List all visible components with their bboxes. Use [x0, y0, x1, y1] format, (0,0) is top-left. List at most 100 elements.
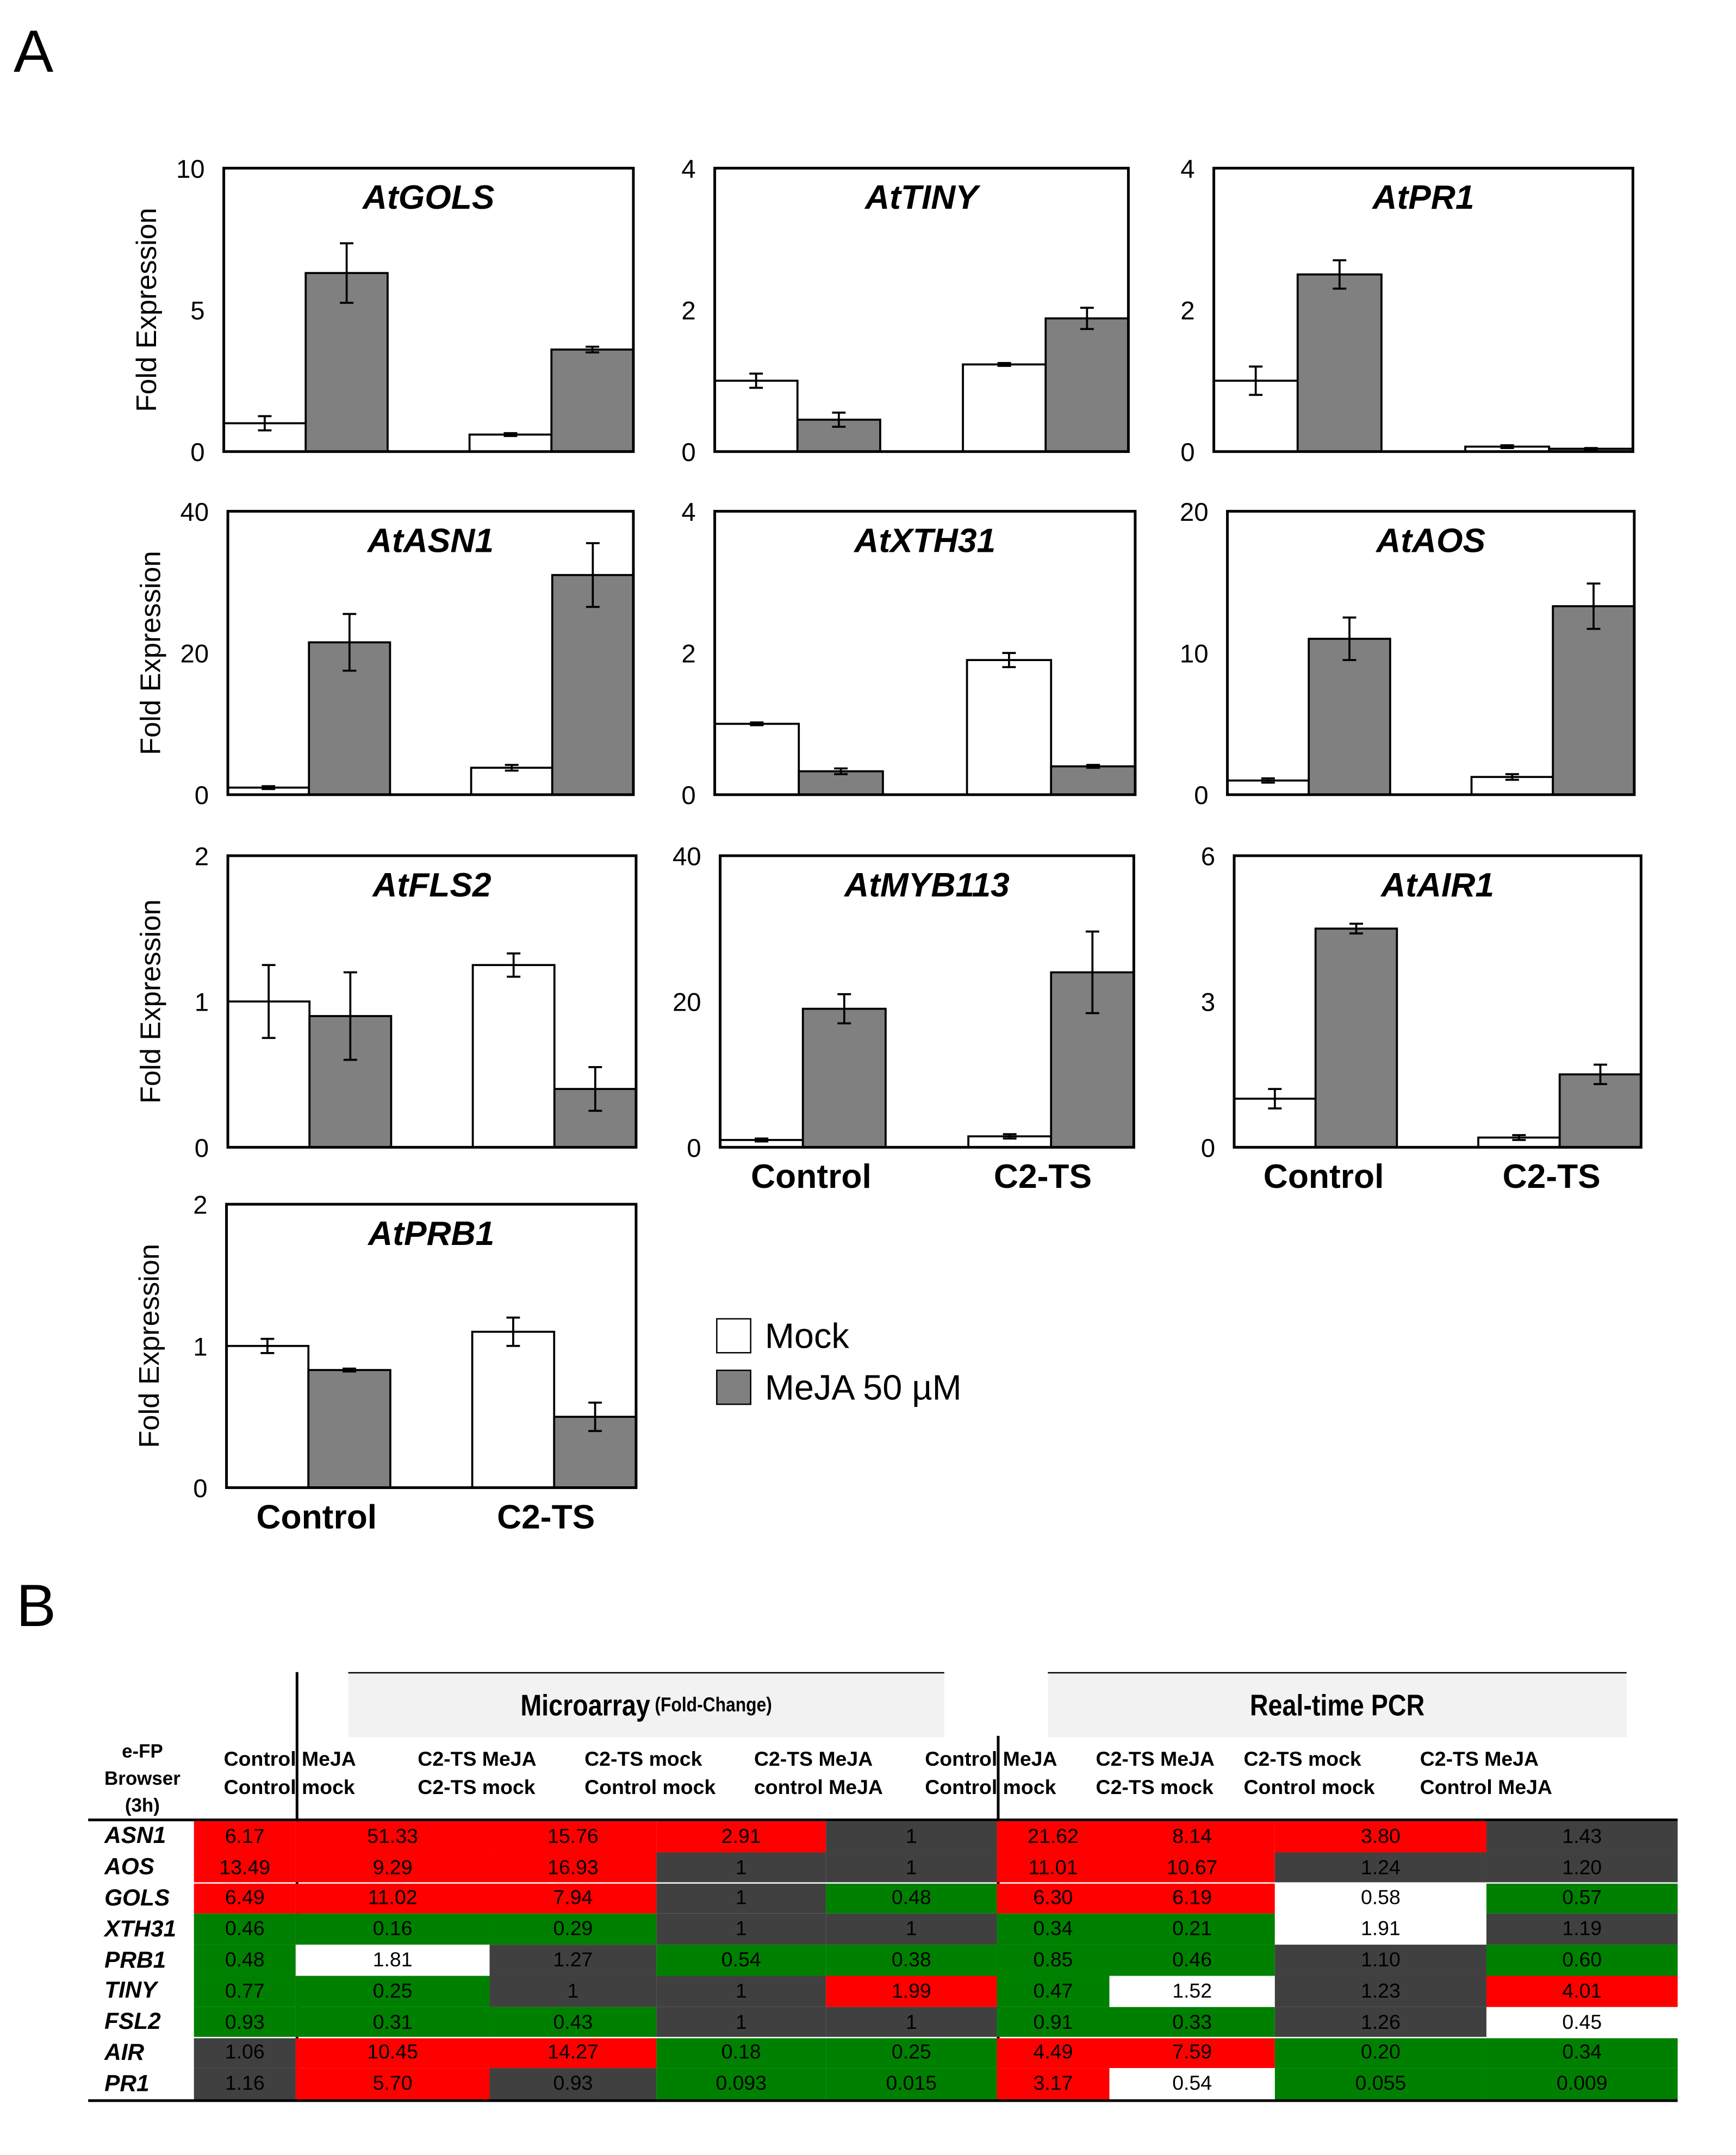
- microarray-title: Microarray: [520, 1687, 650, 1722]
- gene-name: GOLS: [104, 1885, 170, 1911]
- table-row: FSL2 0.93 0.31 0.43 1 1 0.91 0.33 1.26 0.45: [88, 2007, 1678, 2038]
- table-row: XTH31 0.46 0.16 0.29 1 1 0.34 0.21 1.91 1.19: [88, 1914, 1678, 1945]
- bar: [713, 379, 799, 453]
- value-cell: 0.85: [997, 1945, 1110, 1976]
- x-tick-label: Control: [751, 1158, 872, 1195]
- value-cell: 0.16: [295, 1914, 490, 1945]
- bar: [1308, 638, 1391, 796]
- plot-frame: [222, 166, 635, 453]
- value-cell: 0.58: [1274, 1883, 1486, 1914]
- value-cell: 0.055: [1274, 2069, 1486, 2100]
- table-row: ASN1 6.17 51.33 15.76 2.91 1 21.62 8.14 3.80 1.43: [88, 1821, 1678, 1852]
- value-cell: 1.19: [1486, 1914, 1678, 1945]
- value-cell: 1: [656, 1883, 826, 1914]
- column-header: C2-TS MeJA Control MeJA: [1420, 1748, 1552, 1800]
- y-tick-label: 10: [176, 155, 205, 184]
- value-cell: 1.91: [1274, 1914, 1486, 1945]
- value-cell: 4.01: [1486, 1976, 1678, 2007]
- value-cell: 1: [826, 1852, 997, 1883]
- y-tick-label: 20: [1180, 498, 1209, 527]
- value-cell: 0.18: [656, 2038, 826, 2069]
- value-cell: 1.81: [295, 1945, 490, 1976]
- value-cell: 1: [656, 1976, 826, 2007]
- chart-title: AtMYB113: [843, 867, 1010, 904]
- value-cell: 0.25: [295, 1976, 490, 2007]
- table-row: PR1 1.16 5.70 0.93 0.093 0.015 3.17 0.54 0.055 0.…: [88, 2069, 1678, 2100]
- gene-name: TINY: [104, 1977, 157, 2004]
- value-cell: 0.009: [1486, 2069, 1678, 2100]
- x-tick-label: C2-TS: [1503, 1158, 1601, 1195]
- value-cell: 0.31: [295, 2007, 490, 2038]
- y-tick-label: 1: [193, 1332, 207, 1361]
- bar: [468, 433, 553, 453]
- value-cell: 1.06: [194, 2038, 296, 2069]
- y-axis-label: Fold Expression: [135, 899, 166, 1104]
- plot-frame: [1233, 854, 1642, 1149]
- y-tick-label: 0: [193, 1474, 207, 1503]
- value-cell: 0.93: [489, 2069, 657, 2100]
- bar: [1558, 1073, 1642, 1149]
- y-tick-label: 6: [1201, 842, 1215, 871]
- legend-label-meja: MeJA 50 µM: [764, 1366, 962, 1407]
- value-cell: 0.48: [194, 1945, 296, 1976]
- column-header: C2-TS MeJA C2-TS mock: [1096, 1748, 1215, 1800]
- value-cell: 0.91: [997, 2007, 1110, 2038]
- value-cell: 1.26: [1274, 2007, 1486, 2038]
- table-row: PRB1 0.48 1.81 1.27 0.54 0.38 0.85 0.46 1.10 0.60: [88, 1945, 1678, 1976]
- value-cell: 13.49: [194, 1852, 296, 1883]
- value-cell: 5.70: [295, 2069, 490, 2100]
- y-tick-label: 2: [193, 1191, 207, 1220]
- column-header: Control MeJA Control mock: [223, 1748, 356, 1800]
- bar: [471, 1330, 556, 1489]
- legend: Mock MeJA 50 µM: [716, 1310, 962, 1413]
- value-cell: 8.14: [1109, 1821, 1275, 1852]
- value-cell: 0.33: [1109, 2007, 1275, 2038]
- plot-frame: [226, 854, 638, 1149]
- value-cell: 9.29: [295, 1852, 490, 1883]
- value-cell: 1: [656, 1852, 826, 1883]
- value-cell: 4.49: [997, 2038, 1110, 2069]
- chart-title: AtXTH31: [853, 522, 995, 559]
- y-axis-label: Fold Expression: [135, 551, 166, 755]
- chart-title: AtAOS: [1375, 522, 1485, 559]
- y-tick-label: 0: [687, 1134, 701, 1163]
- y-tick-label: 0: [195, 1134, 209, 1163]
- plot-frame: [713, 166, 1130, 453]
- chart-title: AtAIR1: [1380, 867, 1494, 904]
- legend-item-mock: Mock: [716, 1310, 962, 1362]
- value-cell: 11.02: [295, 1883, 490, 1914]
- panel-label-a: A: [13, 18, 54, 86]
- bar: [551, 574, 634, 796]
- bar: [1552, 605, 1635, 796]
- pcr-header: Real-time PCR: [1048, 1672, 1627, 1737]
- bar: [962, 363, 1047, 453]
- value-cell: 10.67: [1109, 1852, 1275, 1883]
- table-row: TINY 0.77 0.25 1 1 1.99 0.47 1.52 1.23 4.01: [88, 1976, 1678, 2007]
- gene-name: PRB1: [104, 1946, 166, 1973]
- value-cell: 0.093: [656, 2069, 826, 2100]
- chart-title: AtPRB1: [367, 1215, 494, 1253]
- y-tick-label: 5: [190, 296, 204, 325]
- value-cell: 0.46: [1109, 1945, 1275, 1976]
- x-tick-label: C2-TS: [497, 1498, 595, 1536]
- chart-title: AtFLS2: [371, 867, 491, 904]
- value-cell: 0.60: [1486, 1945, 1678, 1976]
- value-cell: 1: [826, 1914, 997, 1945]
- y-tick-label: 0: [1201, 1134, 1215, 1163]
- value-cell: 14.27: [489, 2038, 657, 2069]
- table-row: GOLS 6.49 11.02 7.94 1 0.48 6.30 6.19 0.58 0.57: [88, 1883, 1678, 1914]
- value-cell: 0.57: [1486, 1883, 1678, 1914]
- bar: [1044, 317, 1130, 453]
- value-cell: 15.76: [489, 1821, 657, 1852]
- value-cell: 0.21: [1109, 1914, 1275, 1945]
- chart-title: AtPR1: [1371, 179, 1474, 216]
- chart-title: AtGOLS: [362, 179, 495, 216]
- panel-label-b: B: [16, 1573, 57, 1640]
- bar: [550, 348, 634, 453]
- plot-frame: [719, 854, 1135, 1149]
- gene-name: AIR: [104, 2039, 145, 2065]
- value-cell: 3.17: [997, 2069, 1110, 2100]
- bar: [1314, 927, 1398, 1149]
- y-tick-label: 40: [673, 842, 701, 871]
